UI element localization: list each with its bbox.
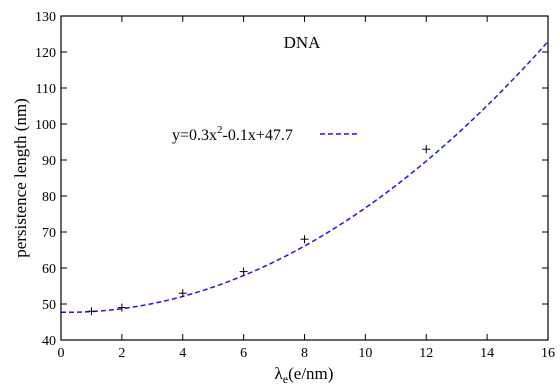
x-tick-label: 14 [480, 346, 494, 361]
y-tick-label: 100 [35, 118, 56, 133]
x-tick-label: 2 [118, 346, 125, 361]
marks-layer [60, 41, 549, 316]
x-tick-label: 6 [240, 346, 247, 361]
data-point [422, 145, 431, 154]
legend-label: y=0.3x2-0.1x+47.7 [172, 124, 293, 144]
tick-layer: 0 2 4 6 8 10 12 14 16 40 50 60 70 80 90 100 110 120 130 [35, 10, 555, 361]
y-tick-label: 70 [42, 226, 56, 241]
data-point [87, 307, 96, 316]
data-point [117, 303, 126, 312]
y-tick-label: 90 [42, 154, 56, 169]
x-tick-label: 10 [358, 346, 372, 361]
y-tick-label: 130 [35, 10, 56, 25]
y-tick-label: 60 [42, 262, 56, 277]
data-point [300, 235, 309, 244]
y-tick-label: 80 [42, 190, 56, 205]
y-tick-label: 50 [42, 298, 56, 313]
x-tick-label: 0 [58, 346, 65, 361]
y-tick-label: 110 [36, 82, 56, 97]
chart-title: DNA [284, 33, 322, 52]
x-tick-label: 8 [301, 346, 308, 361]
x-tick-label: 16 [541, 346, 555, 361]
x-axis-label: λe(e/nm) [275, 364, 334, 385]
x-tick-label: 12 [419, 346, 433, 361]
y-axis-label: persistence length (nm) [11, 98, 30, 258]
y-tick-label: 40 [42, 334, 56, 349]
data-point [178, 289, 187, 298]
data-point [239, 267, 248, 276]
legend: y=0.3x2-0.1x+47.7 [172, 124, 357, 144]
x-tick-label: 4 [179, 346, 186, 361]
fit-curve [60, 41, 549, 314]
plot-frame [60, 15, 549, 341]
y-tick-label: 120 [35, 46, 56, 61]
